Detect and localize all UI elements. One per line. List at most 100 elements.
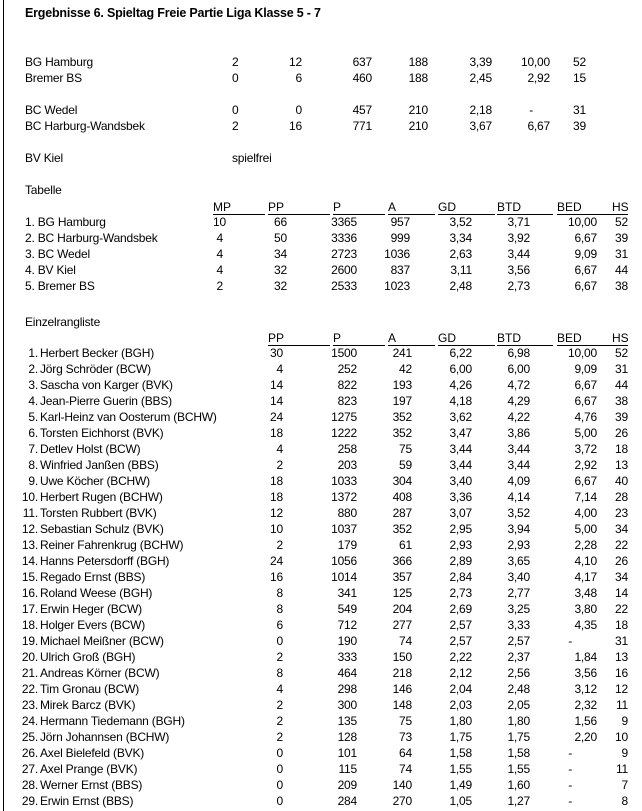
rank: 10. [21, 490, 38, 504]
bed-value: 7,14 [574, 490, 597, 504]
player-name: Detlev Holst (BCW) [40, 442, 141, 456]
pp-value: 2 [276, 538, 284, 552]
gd-value: 2,12 [449, 666, 472, 680]
p-value: 128 [337, 730, 358, 744]
gd-value: 2,48 [449, 279, 472, 293]
player-name: Jean-Pierre Guerin (BBS) [40, 394, 172, 408]
p-value: 464 [337, 666, 358, 680]
p-value: 2533 [331, 279, 357, 293]
pp-value: 2 [276, 650, 284, 664]
p-value: 1056 [331, 554, 357, 568]
match-row: BG Hamburg 2 12 637 188 3,39 10,00 52 [0, 54, 642, 70]
hs-value: 9 [621, 714, 629, 728]
bed-value: 9,09 [574, 362, 597, 376]
hs-value: 14 [615, 586, 628, 600]
match-points: 0 [232, 71, 239, 85]
a-value: 146 [392, 682, 413, 696]
match-row: Bremer BS 0 6 460 188 2,45 2,92 15 [0, 70, 642, 86]
standings-row: 5. Bremer BS 2 32 2533 1023 2,48 2,73 6,67 38 [0, 278, 642, 294]
pp-value: 18 [270, 474, 283, 488]
player-name: Sebastian Schulz (BVK) [40, 522, 164, 536]
match-row: BC Harburg-Wandsbek 2 16 771 210 3,67 6,67 39 [0, 118, 642, 134]
p-value: 101 [337, 746, 358, 760]
gd-value: 2,84 [449, 570, 472, 584]
hs-value: 10 [615, 730, 628, 744]
rank: 5. [28, 410, 38, 424]
hs-value: 9 [621, 746, 629, 760]
pp-value: 0 [276, 746, 284, 760]
a-value: 1036 [384, 247, 410, 261]
pp-value: 34 [274, 247, 287, 261]
points: 460 [352, 71, 373, 85]
rank: 29. [21, 794, 38, 808]
p-value: 2600 [331, 263, 357, 277]
hs-value: 52 [615, 215, 628, 229]
bed-value: 3,80 [574, 602, 597, 616]
hs-value: 26 [615, 426, 628, 440]
gd-value: 2,03 [449, 698, 472, 712]
player-row: 8. Winfried Janßen (BBS) 2 203 59 3,44 3,44 2,9… [0, 457, 642, 473]
gd-value: 2,73 [449, 586, 472, 600]
btd-value: 3,71 [507, 215, 530, 229]
p-value: 298 [337, 682, 358, 696]
p-value: 300 [337, 698, 358, 712]
pp-value: 50 [274, 231, 287, 245]
rank: 3. [28, 378, 38, 392]
bed-value: - [568, 746, 572, 760]
p-value: 823 [337, 394, 358, 408]
gd-value: 2,04 [449, 682, 472, 696]
player-name: Tim Gronau (BCW) [40, 682, 140, 696]
team-name: 4. BV Kiel [25, 263, 76, 277]
team-name: 1. BG Hamburg [25, 215, 106, 229]
standings-row: 3. BC Wedel 4 34 2723 1036 2,63 3,44 9,09 31 [0, 246, 642, 262]
p-value: 179 [337, 538, 358, 552]
high-series: 52 [573, 55, 586, 69]
player-row: 22. Tim Gronau (BCW) 4 298 146 2,04 2,48 3,12 12 [0, 681, 642, 697]
player-name: Hanns Petersdorff (BGH) [40, 554, 170, 568]
column-header-pp: PP [268, 199, 330, 215]
player-name: Regado Ernst (BBS) [40, 570, 146, 584]
btd-value: 3,44 [507, 247, 530, 261]
pp-value: 14 [270, 394, 283, 408]
table-heading: Tabelle [0, 182, 642, 198]
player-row: 20. Ulrich Groß (BGH) 2 333 150 2,22 2,37 1,84 1… [0, 649, 642, 665]
pp-value: 30 [270, 346, 283, 360]
hs-value: 31 [615, 634, 628, 648]
bed-value: 4,17 [574, 570, 597, 584]
btd-value: 3,40 [507, 570, 530, 584]
pp-value: 14 [270, 378, 283, 392]
gd-value: 3,34 [449, 231, 472, 245]
p-value: 258 [337, 442, 358, 456]
btd-value: 1,58 [507, 746, 530, 760]
column-header-a: A [388, 330, 435, 346]
column-header-p: P [333, 330, 385, 346]
a-value: 357 [392, 570, 413, 584]
bed-value: 2,32 [574, 698, 597, 712]
bye-team: BV Kiel [25, 151, 63, 165]
player-row: 18. Holger Evers (BCW) 6 712 277 2,57 3,33 4,35… [0, 617, 642, 633]
rank: 19. [21, 634, 38, 648]
a-value: 61 [399, 538, 412, 552]
a-value: 287 [392, 506, 413, 520]
pp-value: 8 [276, 602, 284, 616]
rank: 17. [21, 602, 38, 616]
bed-value: 9,09 [574, 247, 597, 261]
rank: 27. [21, 762, 38, 776]
player-row: 24. Hermann Tiedemann (BGH) 2 135 75 1,80 1,80… [0, 713, 642, 729]
btd-value: 3,92 [507, 231, 530, 245]
gd-value: 3,11 [450, 263, 472, 277]
rank: 20. [21, 650, 38, 664]
pp-value: 32 [274, 263, 287, 277]
a-value: 73 [399, 730, 412, 744]
player-name: Werner Ernst (BBS) [40, 778, 143, 792]
p-value: 1037 [331, 522, 357, 536]
btd-value: 4,29 [507, 394, 530, 408]
a-value: 352 [392, 426, 413, 440]
high-series: 39 [573, 119, 586, 133]
player-row: 11. Torsten Rubbert (BVK) 12 880 287 3,07 3,52… [0, 505, 642, 521]
rank: 22. [21, 682, 38, 696]
p-value: 115 [338, 762, 357, 776]
p-value: 822 [337, 378, 358, 392]
p-value: 252 [337, 362, 358, 376]
mp-value: 10 [213, 215, 226, 229]
